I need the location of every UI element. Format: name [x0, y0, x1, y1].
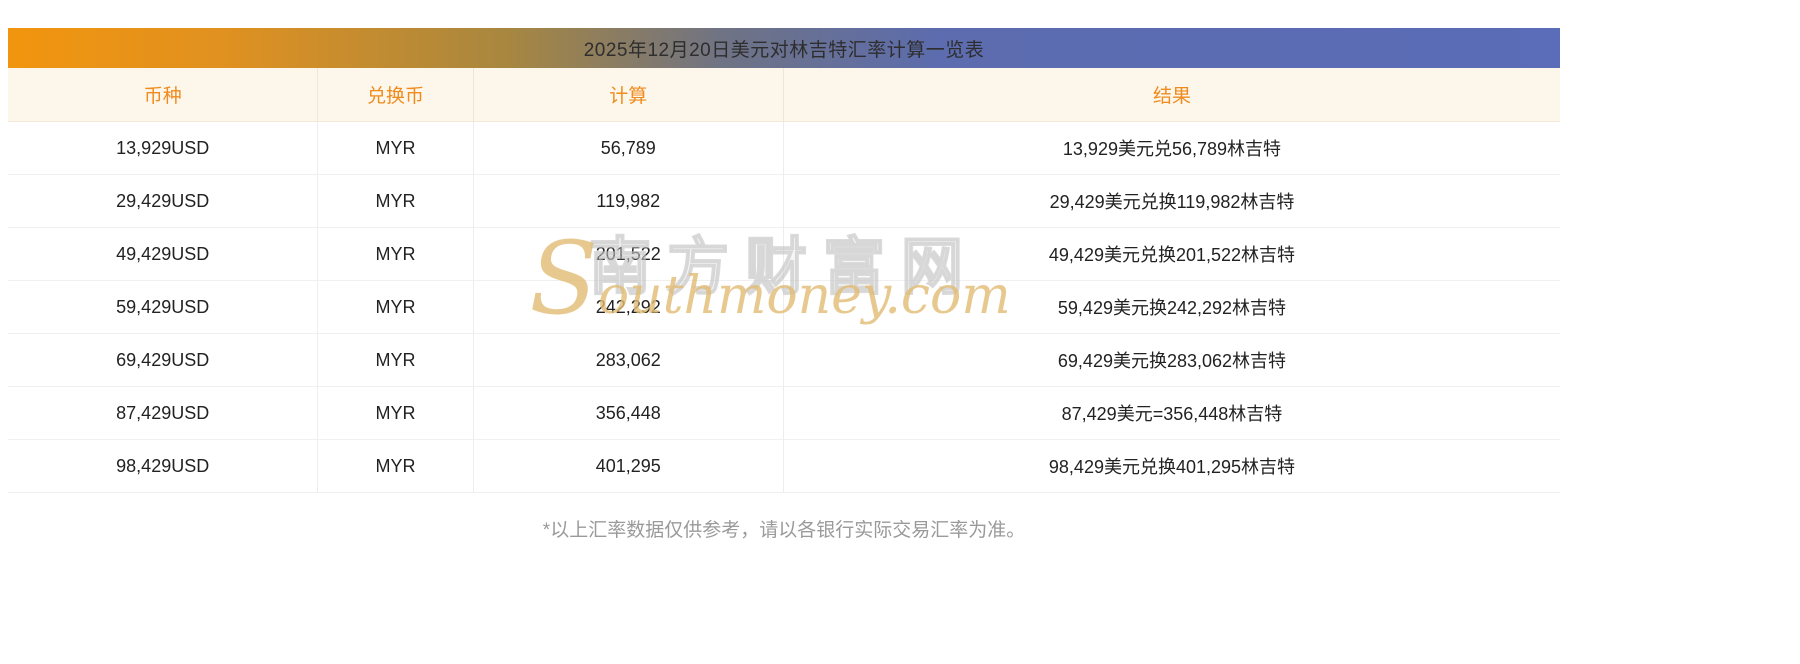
- column-header-calculation: 计算: [473, 68, 784, 122]
- column-header-currency: 币种: [8, 68, 319, 122]
- table-row: 59,429USD MYR 242,292 59,429美元换242,292林吉…: [8, 281, 1560, 334]
- table-row: 29,429USD MYR 119,982 29,429美元兑换119,982林…: [8, 175, 1560, 228]
- cell-currency: 29,429USD: [8, 175, 319, 228]
- cell-calculation: 356,448: [473, 387, 784, 440]
- table-row: 69,429USD MYR 283,062 69,429美元换283,062林吉…: [8, 334, 1560, 387]
- cell-exchange-currency: MYR: [318, 281, 474, 334]
- table-row: 49,429USD MYR 201,522 49,429美元兑换201,522林…: [8, 228, 1560, 281]
- cell-calculation: 401,295: [473, 440, 784, 493]
- cell-currency: 49,429USD: [8, 228, 319, 281]
- table-header-row: 币种 兑换币 计算 结果: [8, 68, 1560, 122]
- cell-exchange-currency: MYR: [318, 440, 474, 493]
- cell-calculation: 119,982: [473, 175, 784, 228]
- page-title: 2025年12月20日美元对林吉特汇率计算一览表: [583, 39, 985, 61]
- column-header-exchange-currency: 兑换币: [318, 68, 474, 122]
- table-header: 币种 兑换币 计算 结果: [8, 68, 1560, 122]
- cell-currency: 13,929USD: [8, 122, 319, 175]
- table-body: 13,929USD MYR 56,789 13,929美元兑56,789林吉特 …: [8, 122, 1560, 493]
- cell-exchange-currency: MYR: [318, 175, 474, 228]
- table-row: 98,429USD MYR 401,295 98,429美元兑换401,295林…: [8, 440, 1560, 493]
- cell-result: 13,929美元兑56,789林吉特: [783, 122, 1560, 175]
- table-row: 87,429USD MYR 356,448 87,429美元=356,448林吉…: [8, 387, 1560, 440]
- page: 2025年12月20日美元对林吉特汇率计算一览表 币种 兑换币 计算 结果 13…: [8, 28, 1560, 542]
- cell-result: 29,429美元兑换119,982林吉特: [783, 175, 1560, 228]
- disclaimer-note: *以上汇率数据仅供参考，请以各银行实际交易汇率为准。: [542, 520, 1026, 541]
- cell-calculation: 283,062: [473, 334, 784, 387]
- table-row: 13,929USD MYR 56,789 13,929美元兑56,789林吉特: [8, 122, 1560, 175]
- cell-currency: 69,429USD: [8, 334, 319, 387]
- cell-calculation: 56,789: [473, 122, 784, 175]
- cell-result: 87,429美元=356,448林吉特: [783, 387, 1560, 440]
- cell-result: 59,429美元换242,292林吉特: [783, 281, 1560, 334]
- cell-currency: 59,429USD: [8, 281, 319, 334]
- cell-exchange-currency: MYR: [318, 122, 474, 175]
- cell-exchange-currency: MYR: [318, 334, 474, 387]
- cell-calculation: 201,522: [473, 228, 784, 281]
- cell-currency: 87,429USD: [8, 387, 319, 440]
- cell-result: 49,429美元兑换201,522林吉特: [783, 228, 1560, 281]
- cell-exchange-currency: MYR: [318, 228, 474, 281]
- rates-table: 币种 兑换币 计算 结果 13,929USD MYR 56,789 13,929…: [8, 68, 1560, 493]
- cell-result: 98,429美元兑换401,295林吉特: [783, 440, 1560, 493]
- cell-exchange-currency: MYR: [318, 387, 474, 440]
- cell-calculation: 242,292: [473, 281, 784, 334]
- cell-currency: 98,429USD: [8, 440, 319, 493]
- column-header-result: 结果: [783, 68, 1560, 122]
- cell-result: 69,429美元换283,062林吉特: [783, 334, 1560, 387]
- title-banner: 2025年12月20日美元对林吉特汇率计算一览表: [8, 28, 1560, 68]
